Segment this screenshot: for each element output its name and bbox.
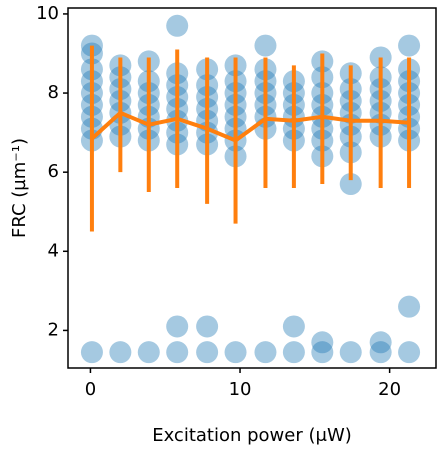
point bbox=[398, 34, 421, 57]
point bbox=[369, 331, 392, 354]
x-tick-label: 0 bbox=[85, 379, 96, 400]
point bbox=[166, 14, 189, 37]
x-tick-label: 20 bbox=[378, 379, 401, 400]
y-tick-label: 6 bbox=[48, 161, 59, 182]
y-tick-label: 2 bbox=[48, 319, 59, 340]
point bbox=[166, 315, 189, 338]
y-tick-label: 4 bbox=[48, 240, 59, 261]
point bbox=[166, 341, 189, 364]
y-tick-label: 10 bbox=[36, 3, 59, 24]
x-tick-label: 10 bbox=[229, 379, 252, 400]
y-tick-label: 8 bbox=[48, 82, 59, 103]
point bbox=[282, 341, 305, 364]
y-axis-label: FRC (µm⁻¹) bbox=[9, 138, 30, 238]
point bbox=[282, 315, 305, 338]
point bbox=[254, 34, 277, 57]
point bbox=[398, 295, 421, 318]
point bbox=[254, 341, 277, 364]
point bbox=[137, 341, 160, 364]
point bbox=[339, 341, 362, 364]
point bbox=[80, 341, 103, 364]
mean-line bbox=[90, 110, 410, 143]
point bbox=[311, 331, 334, 354]
point bbox=[109, 341, 132, 364]
point bbox=[311, 341, 334, 364]
point bbox=[369, 46, 392, 69]
x-axis-label: Excitation power (μW) bbox=[152, 425, 352, 446]
point bbox=[339, 173, 362, 196]
point bbox=[224, 341, 247, 364]
plot-frame bbox=[67, 7, 437, 369]
point bbox=[398, 341, 421, 364]
point bbox=[369, 341, 392, 364]
point bbox=[196, 341, 219, 364]
point bbox=[196, 315, 219, 338]
